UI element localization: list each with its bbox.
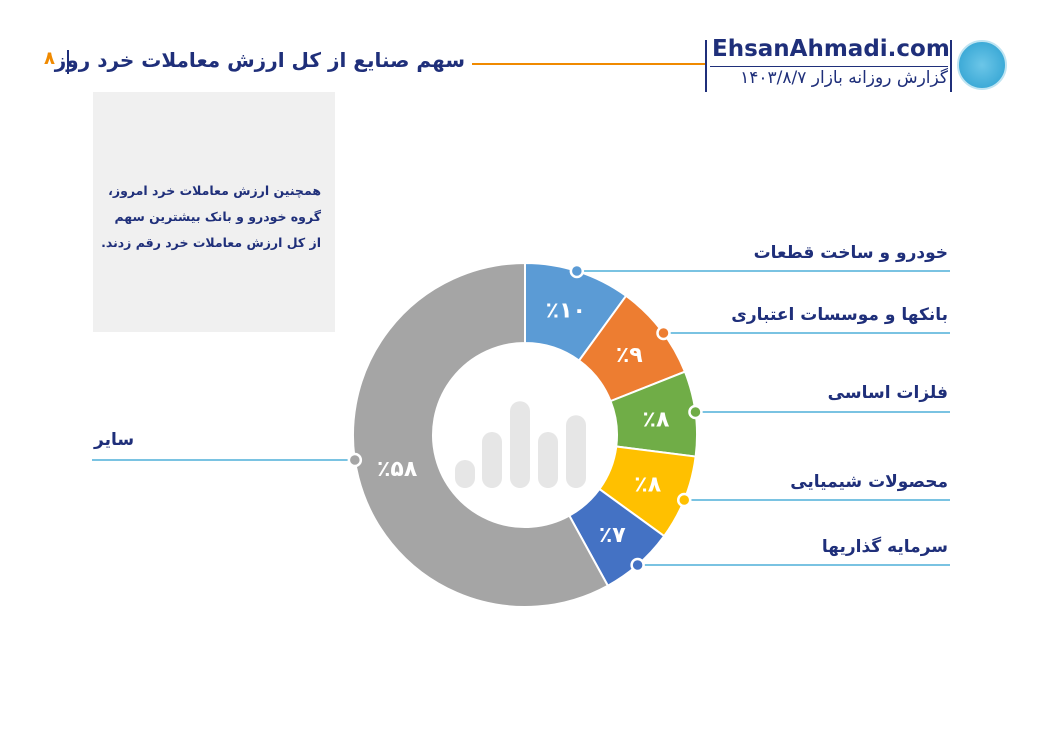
legend-label: سایر — [94, 430, 135, 450]
bar-chart-icon — [538, 432, 558, 488]
divider — [950, 40, 952, 92]
bar-chart-icon — [510, 401, 530, 488]
callout-dot — [676, 492, 692, 508]
data-label: ٪۸ — [643, 407, 670, 432]
bar-chart-icon — [455, 460, 475, 488]
divider — [705, 40, 707, 92]
legend-label: بانکها و موسسات اعتباری — [731, 305, 948, 325]
data-label: ٪۵۸ — [377, 457, 418, 482]
legend-label: سرمایه گذاریها — [821, 537, 948, 557]
callout-dot — [630, 557, 645, 573]
title-underline — [472, 63, 705, 65]
callout-dot — [656, 325, 671, 341]
page-title: سهم صنایع از کل ارزش معاملات خرد روز — [54, 48, 465, 72]
legend-label: محصولات شیمیایی — [790, 472, 948, 492]
callout-dot — [688, 404, 703, 420]
note-text: همچنین ارزش معاملات خرد امروز، گروه خودر… — [101, 183, 321, 250]
callout-dot — [569, 263, 585, 279]
divider — [67, 50, 69, 74]
slice-5 — [352, 261, 610, 608]
note-box: همچنین ارزش معاملات خرد امروز، گروه خودر… — [93, 92, 335, 332]
divider — [710, 66, 948, 67]
bar-chart-icon — [566, 415, 586, 488]
callout-dot — [347, 452, 363, 468]
data-label: ٪۹ — [616, 343, 643, 368]
bar-chart-icon — [482, 432, 502, 488]
legend-label: خودرو و ساخت قطعات — [753, 243, 948, 263]
data-label: ٪۷ — [599, 523, 626, 548]
logo-icon — [957, 40, 1007, 90]
page-number: ۸ — [44, 48, 55, 69]
data-label: ٪۸ — [634, 473, 661, 498]
data-label: ٪۱۰ — [546, 298, 586, 323]
site-name: EhsanAhmadi.com — [712, 36, 950, 62]
report-subtitle: گزارش روزانه بازار ۱۴۰۳/۸/۷ — [740, 68, 948, 88]
legend-label: فلزات اساسی — [827, 383, 948, 403]
